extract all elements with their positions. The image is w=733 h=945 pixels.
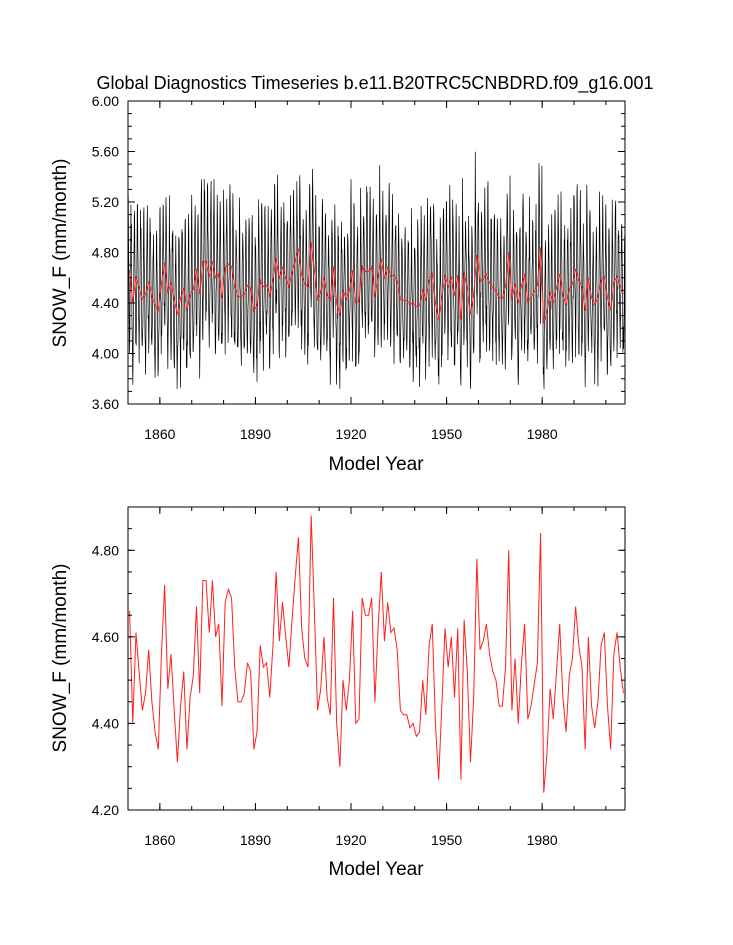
monthly-series-line — [127, 151, 626, 389]
top-x-tick-label: 1980 — [527, 426, 558, 442]
top-x-axis-label: Model Year — [328, 454, 424, 475]
top-y-tick-label: 4.40 — [92, 295, 119, 311]
top-y-axis-label: SNOW_F (mm/month) — [50, 159, 71, 348]
bottom-x-axis: 1860 1890 1920 1950 1980 — [127, 507, 607, 848]
bottom-y-tick-label: 4.20 — [92, 802, 119, 818]
bottom-y-tick-label: 4.60 — [92, 629, 119, 645]
bottom-chart: 4.20 4.40 4.60 4.80 1860 1890 1920 1950 1980 Mo… — [50, 506, 626, 880]
bottom-x-tick-label: 1920 — [335, 832, 366, 848]
top-y-tick-label: 3.60 — [92, 396, 119, 412]
top-x-tick-label: 1950 — [431, 426, 462, 442]
bottom-y-axis: 4.20 4.40 4.60 4.80 — [92, 506, 625, 818]
top-x-tick-label: 1860 — [144, 426, 175, 442]
top-chart: Global Diagnostics Timeseries b.e11.B20T… — [50, 73, 653, 475]
bottom-x-axis-label: Model Year — [328, 859, 424, 880]
bottom-y-axis-label: SNOW_F (mm/month) — [50, 564, 71, 753]
top-plot-frame — [127, 100, 626, 405]
bottom-x-tick-label: 1980 — [527, 832, 558, 848]
top-y-tick-label: 5.60 — [92, 144, 119, 160]
top-plot-area — [127, 151, 626, 389]
bottom-x-tick-label: 1890 — [240, 832, 271, 848]
annual-mean-line-top — [129, 242, 624, 324]
top-y-tick-label: 6.00 — [92, 93, 119, 109]
top-y-tick-label: 4.80 — [92, 245, 119, 261]
bottom-y-tick-label: 4.40 — [92, 715, 119, 731]
bottom-x-tick-label: 1950 — [431, 832, 462, 848]
top-x-tick-label: 1920 — [335, 426, 366, 442]
top-x-axis: 1860 1890 1920 1950 1980 — [127, 101, 607, 442]
top-y-axis: 3.60 4.00 4.40 4.80 5.20 5.60 6.00 — [92, 93, 625, 412]
bottom-plot-area — [129, 515, 624, 793]
top-y-tick-label: 5.20 — [92, 194, 119, 210]
chart-title: Global Diagnostics Timeseries b.e11.B20T… — [97, 73, 654, 94]
annual-mean-line-bottom — [129, 515, 624, 793]
bottom-y-tick-label: 4.80 — [92, 542, 119, 558]
top-x-tick-label: 1890 — [240, 426, 271, 442]
bottom-x-tick-label: 1860 — [144, 832, 175, 848]
top-y-tick-label: 4.00 — [92, 346, 119, 362]
